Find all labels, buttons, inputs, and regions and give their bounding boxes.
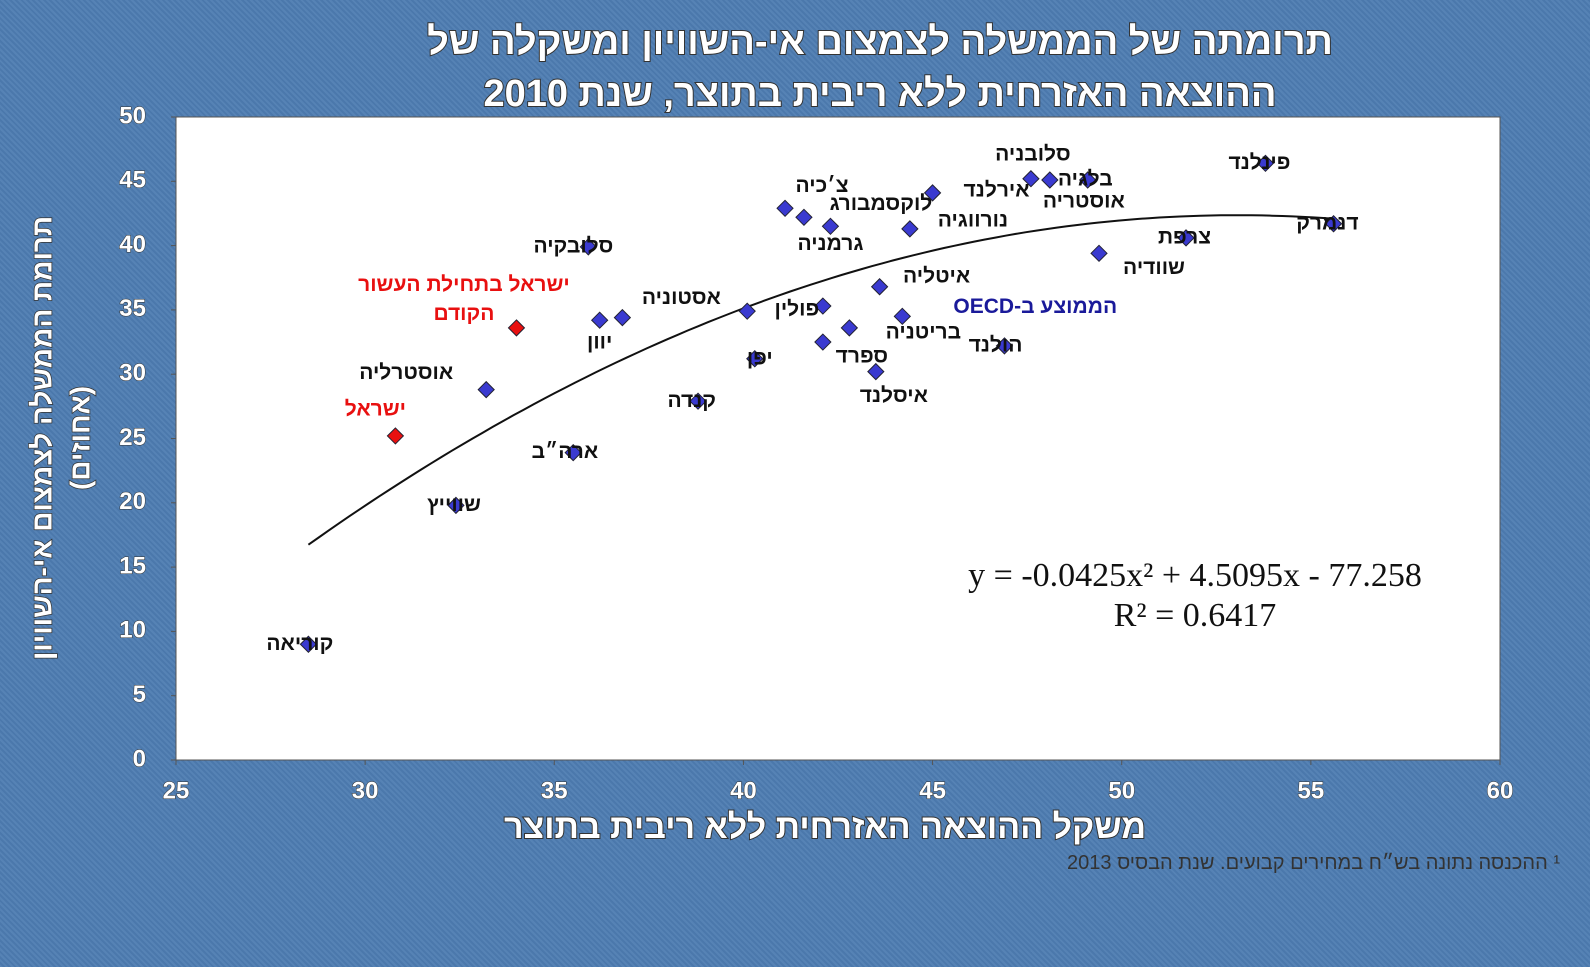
point [776,199,794,218]
point-label: יפן [747,346,773,369]
point [564,443,582,462]
chart-title: ההוצאה האזרחית ללא ריבית בתוצר, שנת 2010 [483,73,1276,115]
point [299,635,318,653]
y-tick-label: 25 [119,424,146,451]
point [893,307,912,326]
point-label: בלגיה [1058,168,1113,191]
point [507,319,526,337]
point-label: קוריאה [266,632,333,655]
y-axis-label: תרומת הממשלה לצמצום אי-השוויון [26,216,57,660]
point [738,302,756,320]
point [814,333,832,351]
point [1022,170,1040,188]
y-tick-label: 20 [119,488,146,515]
x-tick-label: 50 [1108,777,1135,804]
point [1078,171,1097,189]
point-label: הממוצע ב-OECD [953,295,1117,318]
point-label: נורווגיה [938,208,1008,231]
point [746,350,764,368]
x-tick-label: 45 [919,777,946,804]
x-tick-label: 60 [1487,777,1514,804]
point-label: בריטניה [886,320,962,343]
x-axis-label: משקל ההוצאה האזרחית ללא ריבית בתוצר [504,808,1146,846]
point [590,311,609,329]
point [840,319,859,337]
point [1041,171,1059,189]
point [870,278,889,296]
point-label: פולין [775,298,820,321]
point-label: ספרד [836,345,888,368]
x-tick-label: 35 [541,777,568,804]
point-label: לוקסמבורג [830,192,933,215]
point-label: איסלנד [860,384,928,407]
point [795,208,813,227]
point-label: שוודיה [1123,256,1185,279]
point-label: אוסטרליה [359,361,453,384]
point-label: ארה״ב [532,440,599,463]
point-label: יוון [587,331,612,354]
point [386,427,405,445]
point-label: סלובקיה [533,234,613,257]
y-tick-label: 0 [133,745,146,772]
point-label: ישראל [345,397,406,420]
point-label: גרמניה [797,232,863,255]
point [1324,215,1343,233]
point [1256,154,1275,173]
point [1177,229,1195,247]
y-tick-label: 50 [119,102,146,129]
point-label: סלובניה [995,142,1071,165]
y-tick-label: 30 [119,360,146,387]
x-tick-label: 55 [1298,777,1325,804]
y-tick-label: 35 [119,295,146,322]
point-label-box: ישראל בתחילת העשור הקודם [358,272,570,325]
point-label: דנמרק [1296,211,1358,234]
point-label: ישראל בתחילת העשור הקודם [358,272,570,325]
x-tick-label: 30 [352,777,379,804]
point [613,308,632,327]
y-axis-label: (אחוזים) [64,386,95,490]
point-label: הולנד [969,333,1023,356]
chart-title: תרומתה של הממשלה לצמצום אי-השוויון ומשקל… [427,21,1333,63]
point [447,496,465,515]
point-label: אוסטריה [1043,190,1125,213]
point [579,238,598,256]
point-label: קנדה [667,389,716,412]
point [1090,244,1108,263]
point-label: פינלנד [1229,151,1291,174]
point [995,337,1014,355]
y-tick-label: 40 [119,231,146,258]
point [689,392,707,410]
point-label: צ׳כיה [796,174,849,197]
footnote: ¹ ההכנסה נתונה בש״ח במחירים קבועים. שנת … [1067,852,1560,874]
trend-line [307,214,1334,546]
point-label: אירלנד [964,178,1030,201]
point-label: צרפת [1158,225,1211,248]
point-label: אסטוניה [642,286,721,309]
r-squared: R² = 0.6417 [1114,597,1277,634]
y-tick-label: 45 [119,167,146,194]
y-tick-label: 5 [133,681,146,708]
point [867,362,885,381]
point [814,297,832,315]
point-label: שווייץ [427,493,481,516]
y-tick-label: 10 [119,617,146,644]
point [923,184,942,202]
trend-equation: y = -0.0425x² + 4.5095x - 77.258 [968,557,1422,594]
point [901,220,919,238]
y-tick-label: 15 [119,552,146,579]
point [477,380,495,399]
point [821,217,840,236]
x-tick-label: 40 [730,777,757,804]
x-tick-label: 25 [163,777,190,804]
point-label: איטליה [903,264,970,287]
